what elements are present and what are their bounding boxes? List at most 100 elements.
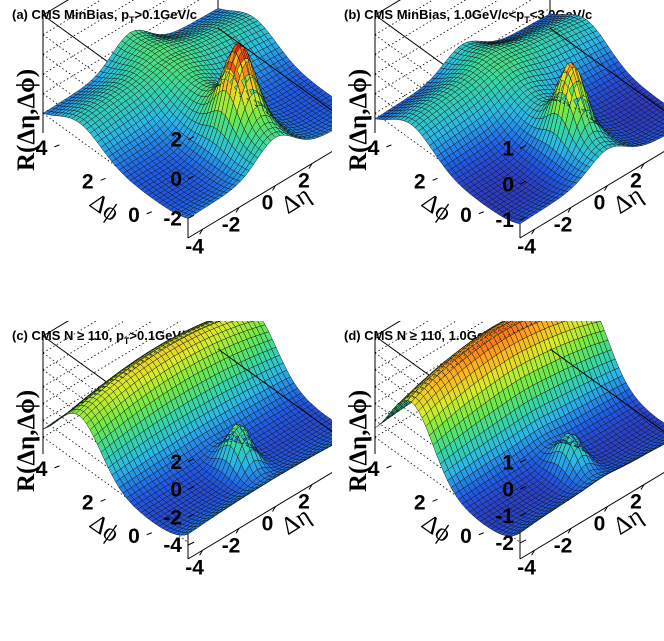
z-tick-mark	[187, 136, 195, 141]
title-text: (c) CMS N ≥ 110, p	[12, 328, 124, 343]
title-subscript: T	[524, 15, 530, 25]
surface-cell	[328, 426, 332, 431]
eta-tick-label: -4	[517, 235, 536, 258]
z-tick-mark	[519, 145, 527, 150]
eta-tick-mark	[199, 228, 204, 235]
phi-axis-label: Δϕ	[85, 509, 124, 548]
z-axis-label: R(Δη,Δϕ)	[13, 390, 40, 492]
z-tick-label: -2	[163, 207, 182, 230]
eta-tick-mark	[272, 506, 276, 512]
phi-tick-mark	[100, 498, 106, 502]
surface-cell	[214, 321, 220, 323]
z-tick-mark	[519, 216, 527, 221]
surface-chart-d: (d) CMS N ≥ 110, 1.0GeV/c<pT<3.0GeV/c10-…	[344, 321, 664, 579]
eta-tick-mark	[308, 163, 313, 169]
panel-c: (c) CMS N ≥ 110, pT>0.1GeV/c 2 0 -2 -4 R(Δη,Δ…	[0, 321, 332, 641]
surface-mesh	[42, 8, 332, 219]
surface-cell	[660, 130, 664, 133]
surface-cell	[329, 98, 332, 103]
z-tick-mark	[187, 513, 195, 518]
phi-tick-label: 2	[82, 491, 94, 514]
z-tick-mark	[187, 175, 195, 180]
eta-tick-label: -2	[222, 534, 241, 557]
surface-cell	[328, 127, 332, 131]
eta-tick-label: -2	[554, 213, 573, 236]
eta-tick-label: 2	[298, 491, 310, 514]
z-tick-label: 1	[502, 138, 514, 161]
surface-cell	[208, 321, 212, 322]
eta-tick-label: 2	[630, 170, 642, 193]
eta-tick-mark	[640, 163, 645, 169]
z-tick-mark	[519, 180, 527, 185]
eta-tick-mark	[604, 185, 608, 191]
phi-tick-mark	[54, 465, 60, 469]
phi-axis-label: Δϕ	[85, 188, 124, 227]
phi-tick-label: 4	[36, 458, 48, 481]
phi-axis-label: Δϕ	[417, 188, 456, 227]
z-tick-mark	[187, 458, 195, 463]
surface-chart-c: (c) CMS N ≥ 110, pT>0.1GeV/c 2 0 -2 -4 R(Δη,Δ…	[12, 321, 332, 579]
surface-cell	[329, 443, 332, 446]
phi-axis-line	[549, 27, 664, 112]
surface-chart-a: (a) CMS MinBias, pT>0.1GeV/c 2 0 -2 R(Δη,Δϕ)…	[12, 0, 332, 258]
title-subscript: T	[129, 15, 135, 25]
panel-a: (a) CMS MinBias, pT>0.1GeV/c 2 0 -2 R(Δη,Δϕ)…	[0, 0, 332, 320]
surface-mesh	[374, 321, 664, 537]
surface-cell	[659, 114, 664, 120]
phi-tick-label: 0	[128, 525, 140, 548]
z-tick-label: -2	[163, 506, 182, 529]
surface-cell	[328, 103, 332, 108]
eta-tick-mark	[272, 185, 276, 191]
title-text: (b) CMS MinBias, 1.0GeV/c<p	[344, 7, 524, 22]
phi-tick-mark	[478, 211, 484, 215]
phi-tick-mark	[146, 211, 152, 215]
eta-tick-label: -4	[185, 235, 204, 258]
phi-tick-label: 4	[36, 137, 48, 160]
z-tick-label: 0	[170, 168, 182, 191]
surface-cell	[660, 110, 664, 115]
z-axis-label: R(Δη,Δϕ)	[13, 69, 40, 171]
surface-cell	[325, 95, 332, 101]
eta-tick-label: -4	[185, 556, 204, 579]
panel-title: (a) CMS MinBias, pT>0.1GeV/c	[12, 7, 197, 25]
z-tick-label: 0	[170, 479, 182, 502]
panel-d: (d) CMS N ≥ 110, 1.0GeV/c<pT<3.0GeV/c10-…	[332, 321, 664, 641]
phi-tick-mark	[146, 532, 152, 536]
phi-axis-line	[217, 348, 332, 433]
surface-cell	[657, 101, 664, 108]
eta-tick-mark	[199, 549, 204, 556]
surface-cell	[330, 437, 332, 440]
eta-tick-mark	[531, 228, 536, 235]
surface-cell	[328, 124, 332, 128]
title-text: (a) CMS MinBias, p	[12, 7, 129, 22]
eta-tick-mark	[235, 207, 240, 213]
phi-tick-mark	[432, 177, 438, 181]
eta-tick-mark	[567, 207, 572, 213]
surface-cell	[661, 105, 664, 109]
surface-cell	[328, 444, 332, 447]
z-tick-mark	[187, 486, 195, 491]
eta-tick-mark	[308, 484, 313, 490]
z-tick-label: 2	[170, 451, 182, 474]
surface-cell	[329, 120, 332, 123]
z-tick-mark	[187, 541, 195, 546]
phi-tick-label: 4	[368, 137, 380, 160]
z-tick-label: 0	[502, 173, 514, 196]
phi-axis-line	[217, 27, 332, 112]
title-subscript: T	[124, 336, 130, 346]
surface-cell	[325, 418, 332, 425]
surface-chart-b: (b) CMS MinBias, 1.0GeV/c<pT<3.0GeV/c10-…	[344, 0, 664, 258]
surface-mesh	[42, 321, 332, 536]
phi-tick-mark	[386, 144, 392, 148]
phi-tick-label: 2	[414, 170, 426, 193]
surface-cell	[329, 440, 332, 443]
panel-title: (c) CMS N ≥ 110, pT>0.1GeV/c	[12, 328, 192, 346]
surface-cell	[327, 430, 332, 436]
eta-tick-label: 0	[594, 192, 606, 215]
z-tick-mark	[187, 214, 195, 219]
eta-tick-label: 0	[262, 513, 274, 536]
z-tick-label: 2	[170, 129, 182, 152]
surface-mesh	[374, 13, 664, 225]
phi-tick-mark	[100, 177, 106, 181]
eta-tick-label: 2	[298, 170, 310, 193]
